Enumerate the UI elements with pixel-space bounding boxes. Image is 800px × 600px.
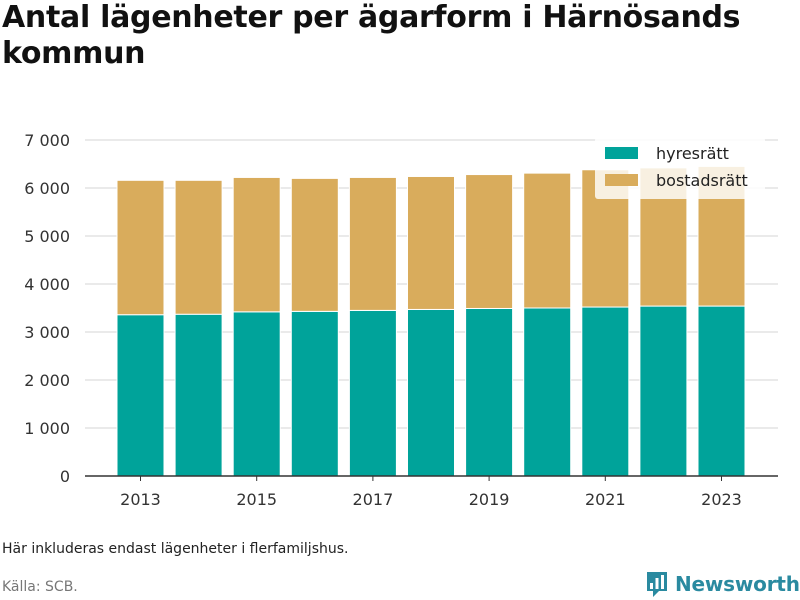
- chart-title: Antal lägenheter per ägarform i Härnösan…: [2, 0, 741, 71]
- bar-hyresratt-2013: [116, 314, 165, 477]
- bar-hyresratt-2019: [465, 307, 514, 477]
- y-tick-label: 7 000: [24, 131, 70, 150]
- y-tick-label: 4 000: [24, 275, 70, 294]
- bar-hyresratt-2014: [174, 313, 223, 477]
- legend: hyresrätt bostadsrätt: [595, 137, 765, 199]
- bar-bostadsratt-2013: [116, 179, 165, 316]
- x-tick-label: 2021: [585, 490, 626, 509]
- legend-label-bostadsratt: bostadsrätt: [656, 171, 748, 190]
- y-axis-tick-labels: 0 1 000 2 000 3 000 4 000 5 000 6 000 7 000: [24, 131, 70, 486]
- newsworthy-logo: Newsworthy: [645, 569, 800, 599]
- y-tick-label: 5 000: [24, 227, 70, 246]
- bar-hyresratt-2018: [407, 308, 455, 477]
- bar-bostadsratt-2016: [290, 177, 339, 312]
- bar-hyresratt-2020: [523, 307, 572, 477]
- x-tick-label: 2017: [353, 490, 394, 509]
- bar-bostadsratt-2020: [523, 172, 572, 309]
- brand-name: Newsworthy: [675, 572, 800, 596]
- footnote: Här inkluderas endast lägenheter i flerf…: [2, 541, 349, 557]
- bar-bostadsratt-2018: [407, 175, 455, 310]
- bar-bostadsratt-2019: [465, 174, 514, 309]
- bar-bostadsratt-2017: [348, 176, 397, 311]
- bar-hyresratt-2017: [348, 309, 397, 477]
- y-tick-label: 0: [60, 467, 70, 486]
- y-tick-label: 1 000: [24, 419, 70, 438]
- bar-hyresratt-2021: [581, 306, 630, 477]
- chart-badge-icon: [647, 572, 667, 597]
- bars: [116, 165, 746, 477]
- y-tick-label: 3 000: [24, 323, 70, 342]
- source-credit: Källa: SCB.: [2, 579, 78, 595]
- stacked-bar-chart: 0 1 000 2 000 3 000 4 000 5 000 6 000 7 000 201…: [24, 131, 778, 509]
- x-tick-label: 2023: [701, 490, 742, 509]
- x-tick-label: 2019: [469, 490, 510, 509]
- bar-hyresratt-2016: [290, 310, 339, 477]
- x-axis-tick-labels: 2013 2015 2017 2019 2021 2023: [120, 476, 742, 509]
- x-tick-label: 2013: [120, 490, 161, 509]
- y-tick-label: 6 000: [24, 179, 70, 198]
- bar-hyresratt-2023: [697, 305, 746, 477]
- legend-label-hyresratt: hyresrätt: [656, 144, 729, 163]
- bar-hyresratt-2022: [639, 305, 688, 477]
- bar-bostadsratt-2015: [232, 176, 281, 313]
- legend-swatch-bostadsratt: [605, 174, 638, 186]
- legend-swatch-hyresratt: [605, 147, 638, 159]
- y-tick-label: 2 000: [24, 371, 70, 390]
- x-tick-label: 2015: [236, 490, 277, 509]
- bar-hyresratt-2015: [232, 311, 281, 477]
- bar-bostadsratt-2014: [174, 179, 223, 315]
